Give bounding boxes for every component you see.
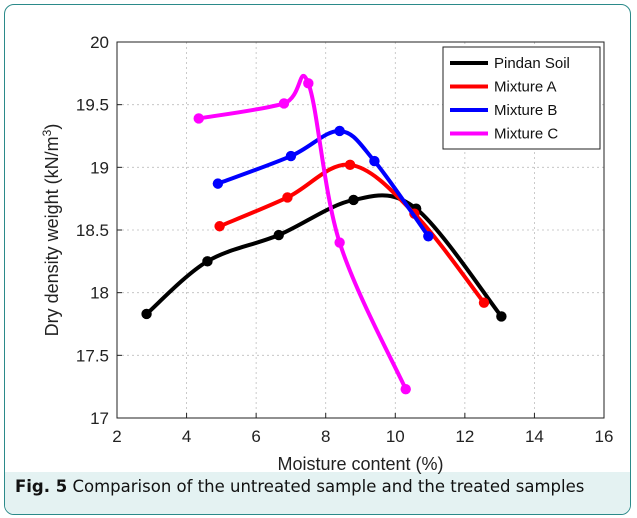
y-tick-label: 18: [90, 284, 109, 303]
y-tick-label: 20: [90, 33, 109, 52]
x-tick-label: 16: [595, 427, 614, 446]
data-point-mixture-a: [478, 297, 490, 308]
figure-caption: Fig. 5 Comparison of the untreated sampl…: [15, 477, 627, 496]
legend-label-mixture-b: Mixture B: [494, 102, 557, 119]
caption-band: [5, 472, 630, 514]
data-point-pindan-soil: [496, 311, 507, 322]
x-tick-label: 2: [112, 427, 121, 446]
data-point-mixture-b: [423, 231, 434, 242]
y-tick-label: 17: [90, 409, 109, 428]
series-line-pindan-soil: [144, 193, 504, 319]
data-point-mixture-c: [303, 78, 314, 89]
y-tick-label: 18.5: [76, 221, 109, 240]
x-tick-label: 10: [386, 427, 405, 446]
data-point-mixture-a: [214, 221, 225, 232]
legend: Pindan Soil Mixture A Mixture B Mixture C: [442, 46, 601, 150]
x-tick-label: 12: [455, 427, 474, 446]
data-point-mixture-c: [193, 113, 204, 124]
legend-label-mixture-a: Mixture A: [494, 79, 557, 96]
x-axis-label: Moisture content (%): [277, 454, 443, 474]
y-axis-label-end: ): [42, 124, 62, 130]
data-point-mixture-b: [334, 125, 345, 137]
data-point-mixture-a: [344, 159, 356, 171]
data-point-pindan-soil: [141, 308, 152, 320]
data-point-mixture-a: [282, 192, 293, 203]
y-tick-label: 17.5: [76, 346, 109, 365]
series-mixture-a: [214, 159, 490, 308]
data-point-mixture-b: [212, 178, 224, 189]
data-point-mixture-b: [285, 150, 297, 162]
data-point-pindan-soil: [273, 229, 284, 241]
series-line-mixture-b: [215, 128, 431, 239]
y-axis-label: Dry density weight (kN/m3): [40, 124, 62, 337]
legend-label-mixture-c: Mixture C: [494, 126, 558, 143]
y-tick-label: 19.5: [76, 96, 109, 115]
x-tick-label: 4: [182, 427, 191, 446]
y-tick-label: 19: [90, 158, 109, 177]
caption-label: Fig. 5: [15, 477, 68, 496]
x-tick-label: 6: [251, 427, 260, 446]
series-mixture-c: [193, 73, 411, 395]
caption-text: Comparison of the untreated sample and t…: [72, 477, 585, 496]
y-axis-label-main: Dry density weight (kN/m: [42, 136, 62, 336]
series-mixture-b: [212, 125, 434, 242]
data-point-mixture-c: [278, 98, 290, 109]
data-point-mixture-c: [334, 237, 345, 248]
legend-label-pindan-soil: Pindan Soil: [494, 55, 570, 72]
x-tick-label: 8: [321, 427, 330, 446]
y-axis-label-sup: 3: [40, 129, 54, 136]
series-line-mixture-a: [217, 162, 486, 305]
series-line-mixture-c: [196, 73, 408, 392]
axis-ticks: 2 4 6 8 10 12 14 16 17 17.5 18 18.5 19 19.5 20: [76, 33, 614, 446]
x-tick-label: 14: [525, 427, 544, 446]
data-point-mixture-b: [369, 155, 380, 167]
data-point-pindan-soil: [202, 256, 213, 267]
data-point-mixture-c: [400, 383, 411, 395]
series-layer: [141, 73, 507, 395]
data-point-pindan-soil: [348, 194, 359, 206]
